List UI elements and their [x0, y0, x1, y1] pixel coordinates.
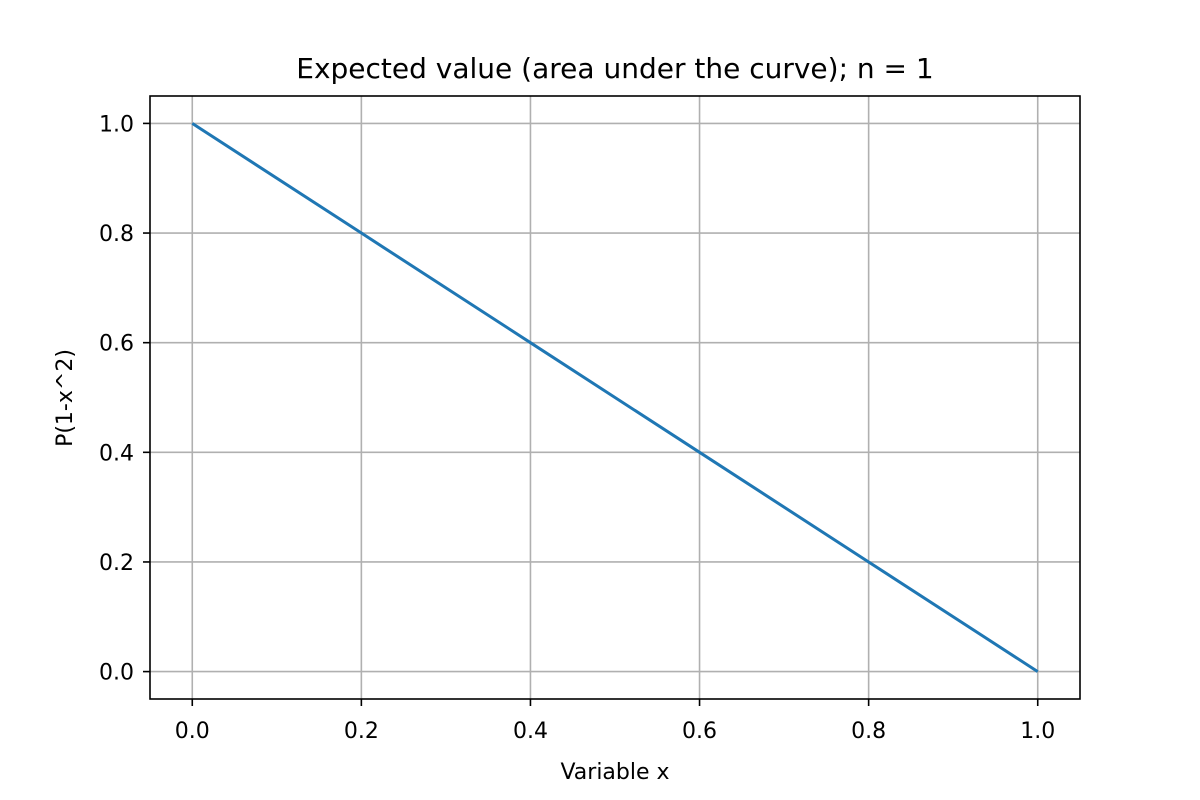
y-tick-label: 1.0 — [99, 112, 134, 137]
y-tick-label: 0.8 — [99, 222, 134, 247]
y-tick-label: 0.2 — [99, 551, 134, 576]
axes-frame — [149, 95, 1081, 700]
y-axis-ticks: 0.0 0.2 0.4 0.6 0.8 1.0 — [99, 112, 150, 686]
series-line — [191, 122, 1039, 673]
x-axis-ticks: 0.0 0.2 0.4 0.6 0.8 1.0 — [175, 699, 1055, 744]
x-tick-label: 1.0 — [1020, 719, 1055, 744]
y-tick-label: 0.0 — [99, 661, 134, 686]
chart-title: Expected value (area under the curve); n… — [296, 52, 933, 85]
x-tick-label: 0.6 — [682, 719, 717, 744]
y-axis-label: P(1-x^2) — [53, 349, 78, 447]
grid-layer — [150, 96, 1080, 699]
x-tick-label: 0.8 — [851, 719, 886, 744]
x-tick-label: 0.0 — [175, 719, 210, 744]
x-tick-label: 0.2 — [344, 719, 379, 744]
x-axis-label: Variable x — [560, 760, 669, 785]
y-tick-label: 0.4 — [99, 441, 134, 466]
series-layer — [191, 122, 1039, 673]
y-tick-label: 0.6 — [99, 332, 134, 357]
x-tick-label: 0.4 — [513, 719, 548, 744]
